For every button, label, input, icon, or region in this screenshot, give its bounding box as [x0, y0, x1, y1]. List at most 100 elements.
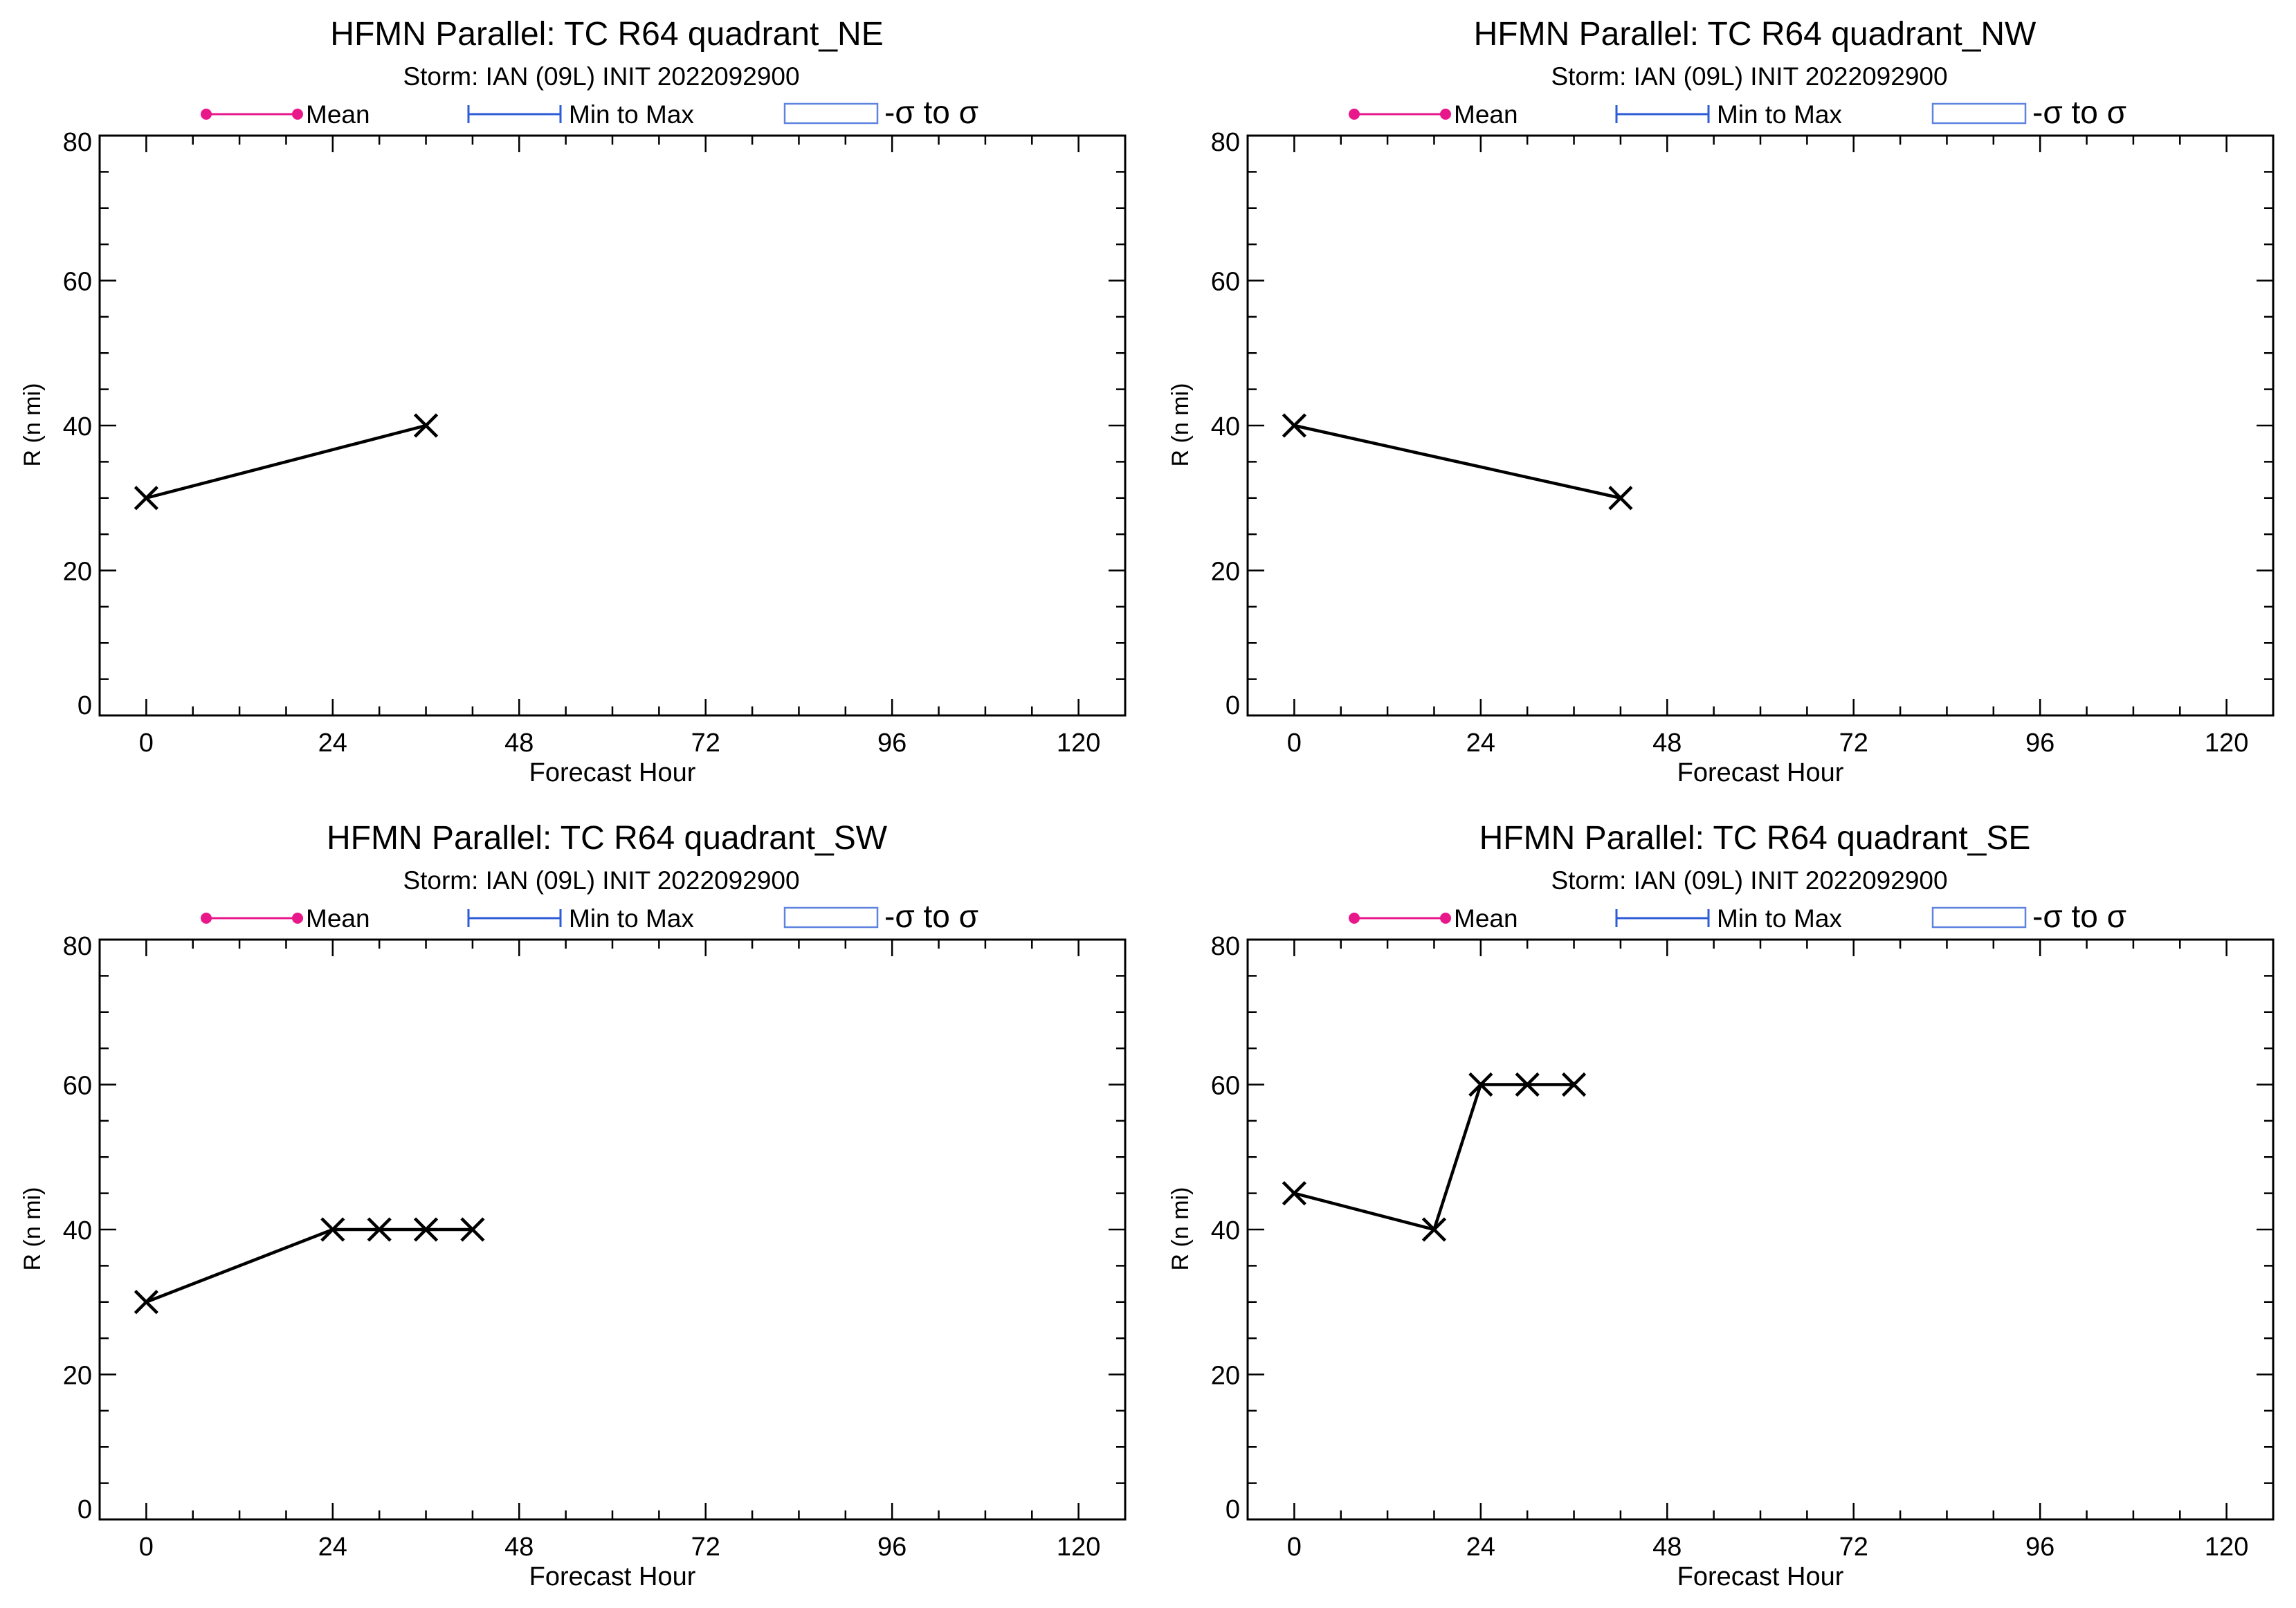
data-point-marker: [1515, 1072, 1540, 1097]
y-tick-label: 40: [63, 412, 92, 441]
chart-subtitle: Storm: IAN (09L) INIT 2022092900: [1551, 62, 1947, 91]
x-axis-label: Forecast Hour: [529, 1562, 696, 1591]
chart-panel-nw: HFMN Parallel: TC R64 quadrant_NW Storm: …: [1148, 0, 2296, 804]
chart-panel-se: HFMN Parallel: TC R64 quadrant_SE Storm: …: [1148, 804, 2296, 1608]
chart-panel-sw: HFMN Parallel: TC R64 quadrant_SW Storm: …: [0, 804, 1148, 1608]
legend-mean-dot: [201, 109, 212, 120]
x-tick-label: 24: [1466, 1533, 1495, 1562]
series-line: [145, 1227, 473, 1304]
legend-mean-dot: [292, 109, 303, 120]
legend-minmax-label: Min to Max: [569, 904, 694, 933]
legend: Mean Min to Max -σ to σ: [1349, 94, 2126, 130]
x-tick-label: 96: [2025, 1533, 2054, 1562]
y-tick-label: 20: [1211, 558, 1240, 587]
legend: Mean Min to Max -σ to σ: [201, 898, 978, 934]
legend-mean-label: Mean: [306, 100, 370, 129]
series: [134, 413, 439, 511]
plot-frame: [1246, 134, 2275, 717]
x-tick-label: 72: [1839, 729, 1868, 758]
y-tick-label: 60: [63, 1072, 92, 1101]
legend-mean-dot: [201, 913, 212, 924]
legend-sigma-label: -σ to σ: [2032, 94, 2126, 130]
data-point-marker: [1608, 486, 1633, 511]
legend-minmax-label: Min to Max: [569, 100, 694, 129]
x-tick-label: 48: [1652, 1533, 1682, 1562]
x-tick-label: 0: [1287, 729, 1302, 758]
y-tick-label: 80: [1211, 932, 1240, 961]
data-point-marker: [460, 1217, 485, 1242]
chart-panel-ne: HFMN Parallel: TC R64 quadrant_NE Storm: …: [0, 0, 1148, 804]
x-tick-label: 0: [139, 1533, 154, 1562]
chart-subtitle: Storm: IAN (09L) INIT 2022092900: [1551, 866, 1947, 895]
data-point-marker: [1561, 1072, 1587, 1097]
legend-sigma-label: -σ to σ: [884, 898, 978, 934]
x-tick-label: 24: [318, 729, 347, 758]
legend-minmax-label: Min to Max: [1717, 100, 1842, 129]
legend-mean-dot: [1440, 913, 1451, 924]
data-point-marker: [367, 1217, 392, 1242]
data-point-marker: [134, 486, 158, 511]
y-tick-label: 20: [63, 1362, 92, 1391]
x-tick-label: 72: [1839, 1533, 1868, 1562]
chart-svg: HFMN Parallel: TC R64 quadrant_SW Storm: …: [19, 820, 1127, 1591]
x-tick-label: 120: [1057, 1533, 1100, 1562]
y-tick-label: 60: [63, 268, 92, 297]
series-line: [145, 423, 427, 500]
x-tick-label: 24: [318, 1533, 347, 1562]
y-tick-label: 80: [1211, 128, 1240, 157]
x-tick-label: 72: [691, 729, 720, 758]
legend-mean-label: Mean: [1454, 904, 1518, 933]
data-point-marker: [1282, 413, 1306, 438]
x-tick-label: 0: [1287, 1533, 1302, 1562]
y-tick-label: 20: [63, 558, 92, 587]
legend-mean-dot: [1440, 109, 1451, 120]
y-tick-label: 0: [1226, 691, 1240, 720]
series: [1282, 413, 1633, 511]
y-tick-label: 60: [1211, 268, 1240, 297]
legend-mean-dot: [1349, 109, 1360, 120]
y-tick-label: 40: [1211, 1216, 1240, 1245]
y-tick-label: 0: [78, 691, 92, 720]
series-line: [1293, 423, 1621, 500]
y-axis-label: R (n mi): [1167, 1187, 1194, 1271]
data-point-marker: [1421, 1217, 1447, 1242]
series-line: [1293, 1083, 1574, 1232]
x-tick-label: 96: [877, 1533, 906, 1562]
x-tick-label: 120: [2205, 1533, 2248, 1562]
x-tick-label: 72: [691, 1533, 720, 1562]
x-tick-label: 120: [1057, 729, 1100, 758]
plot-frame: [98, 134, 1127, 717]
x-tick-label: 96: [2025, 729, 2054, 758]
legend-mean-dot: [1349, 913, 1360, 924]
y-tick-label: 80: [63, 128, 92, 157]
legend-mean-dot: [292, 913, 303, 924]
chart-title: HFMN Parallel: TC R64 quadrant_SW: [327, 820, 888, 857]
x-tick-label: 48: [1652, 729, 1682, 758]
legend-mean-label: Mean: [306, 904, 370, 933]
chart-subtitle: Storm: IAN (09L) INIT 2022092900: [403, 62, 799, 91]
legend-sigma-box: [1931, 906, 2027, 929]
x-tick-label: 0: [139, 729, 154, 758]
chart-title: HFMN Parallel: TC R64 quadrant_NE: [330, 16, 883, 53]
legend-sigma-box: [783, 102, 879, 125]
chart-svg: HFMN Parallel: TC R64 quadrant_SE Storm: …: [1167, 820, 2275, 1591]
data-point-marker: [1468, 1072, 1493, 1097]
x-axis-label: Forecast Hour: [1677, 1562, 1844, 1591]
y-axis-label: R (n mi): [19, 383, 46, 467]
y-axis-label: R (n mi): [1167, 383, 1194, 467]
legend-sigma-label: -σ to σ: [2032, 898, 2126, 934]
y-tick-label: 0: [78, 1495, 92, 1524]
x-tick-label: 120: [2205, 729, 2248, 758]
legend: Mean Min to Max -σ to σ: [1349, 898, 2126, 934]
chart-subtitle: Storm: IAN (09L) INIT 2022092900: [403, 866, 799, 895]
chart-svg: HFMN Parallel: TC R64 quadrant_NW Storm: …: [1167, 16, 2275, 787]
y-tick-label: 20: [1211, 1362, 1240, 1391]
x-axis-label: Forecast Hour: [1677, 758, 1844, 787]
legend-mean-label: Mean: [1454, 100, 1518, 129]
legend: Mean Min to Max -σ to σ: [201, 94, 978, 130]
data-point-marker: [413, 1217, 439, 1242]
y-tick-label: 80: [63, 932, 92, 961]
chart-svg: HFMN Parallel: TC R64 quadrant_NE Storm: …: [19, 16, 1127, 787]
data-point-marker: [413, 413, 439, 438]
legend-sigma-box: [1931, 102, 2027, 125]
